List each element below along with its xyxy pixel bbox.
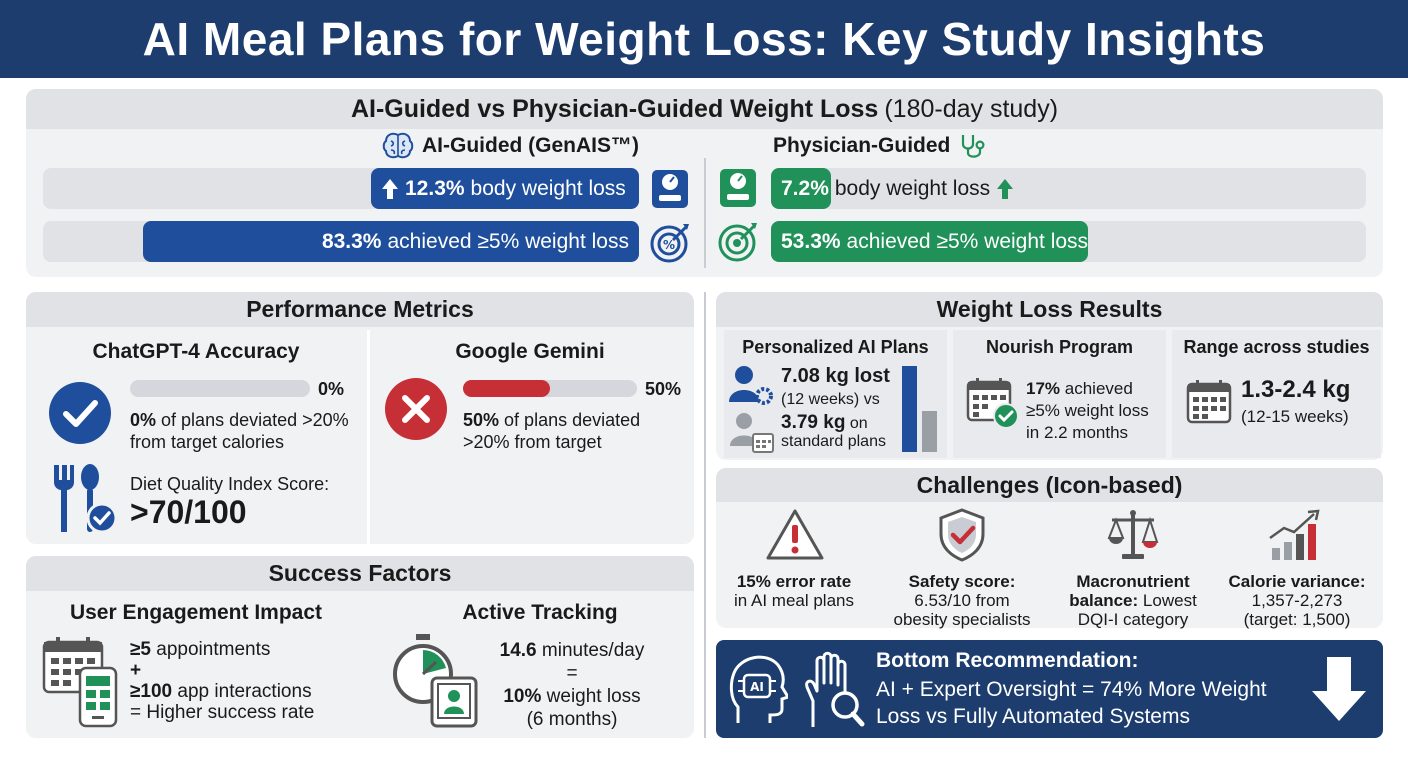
personalized-value: 7.08 kg lost — [781, 365, 890, 387]
challenge-error-rate: 15% error rate in AI meal plans — [733, 572, 854, 610]
calendar-check-icon — [966, 376, 1020, 430]
recommendation-text: AI + Expert Oversight = 74% More Weight … — [876, 678, 1267, 728]
balance-scale-icon — [1106, 508, 1160, 562]
calendar-phone-icon — [42, 634, 120, 728]
svg-text:%: % — [663, 238, 675, 252]
gemini-title: Google Gemini — [455, 340, 605, 363]
comparison-divider — [704, 158, 706, 268]
physician-weight-label: 7.2% body weight loss — [781, 168, 1014, 209]
physician-achieved-bar: 53.3% achieved ≥5% weight loss — [771, 221, 1089, 262]
arrow-down-icon — [1310, 655, 1368, 723]
performance-panel: Performance Metrics — [26, 292, 694, 544]
comparison-heading-bold: AI-Guided vs Physician-Guided Weight Los… — [350, 94, 879, 123]
target-icon-physician — [717, 219, 759, 263]
engagement-text: ≥5 appointments + ≥100 app interactions … — [130, 639, 315, 723]
x-mark-icon — [384, 377, 448, 441]
comparison-heading: AI-Guided vs Physician-Guided Weight Los… — [26, 89, 1383, 129]
personalized-title: Personalized AI Plans — [742, 337, 929, 357]
tracking-text: 14.6 minutes/day = 10% weight loss (6 mo… — [499, 640, 645, 730]
chatgpt-title: ChatGPT-4 Accuracy — [92, 340, 300, 363]
success-heading: Success Factors — [26, 556, 694, 591]
gemini-pct: 50% — [645, 379, 682, 399]
comparison-heading-light: (180-day study) — [884, 94, 1059, 123]
range-text: (12-15 weeks) — [1241, 407, 1349, 426]
physician-weight-track — [771, 168, 1366, 209]
scale-icon — [650, 167, 690, 211]
warning-icon — [765, 508, 825, 562]
page-title: AI Meal Plans for Weight Loss: Key Study… — [142, 13, 1266, 65]
stethoscope-icon — [962, 135, 985, 158]
nourish-text: 17% achieved ≥5% weight loss in 2.2 mont… — [1026, 379, 1149, 442]
trend-chart-icon — [1266, 508, 1324, 562]
center-divider — [704, 292, 706, 738]
recommendation-banner — [716, 640, 1383, 738]
chatgpt-deviation-text: 0% of plans deviated >20% from target ca… — [130, 410, 349, 452]
ai-achieved-bar: 83.3% achieved ≥5% weight loss — [142, 221, 639, 262]
svg-text:AI: AI — [750, 680, 764, 694]
ai-head-icon: AI — [728, 649, 788, 729]
fork-spoon-check-icon — [48, 462, 120, 536]
physician-guided-label: Physician-Guided — [773, 132, 988, 160]
challenge-macronutrient: Macronutrient balance: Lowest DQI-I cate… — [1069, 572, 1197, 629]
physician-weight-loss-bar — [771, 168, 831, 209]
performance-heading: Performance Metrics — [26, 292, 694, 327]
dqi-label: Diet Quality Index Score: — [130, 474, 330, 494]
users-gear-icon — [727, 364, 775, 454]
range-value: 1.3-2.4 kg — [1241, 376, 1351, 403]
success-panel: Success Factors — [26, 556, 694, 738]
arrow-up-icon — [997, 178, 1014, 199]
kg-comparison-chart — [900, 366, 940, 452]
standard-kg-bar — [922, 410, 937, 452]
dqi-value: >70/100 — [130, 494, 247, 530]
challenges-panel: Challenges (Icon-based) — [716, 468, 1383, 628]
results-heading: Weight Loss Results — [716, 292, 1383, 327]
arrow-up-icon — [382, 178, 398, 199]
recommendation-heading: Bottom Recommendation: — [876, 649, 1139, 672]
chatgpt-pct: 0% — [318, 379, 345, 399]
checkmark-icon — [48, 381, 112, 445]
engagement-title: User Engagement Impact — [69, 601, 323, 624]
ai-weight-loss-bar: 12.3% body weight loss — [371, 168, 639, 209]
tracking-title: Active Tracking — [462, 601, 618, 624]
gemini-deviation-text: 50% of plans deviated >20% from target — [463, 410, 641, 452]
gemini-deviation-fill — [463, 380, 550, 397]
challenge-calorie-variance: Calorie variance: 1,357-2,273 (target: 1… — [1228, 572, 1366, 629]
chatgpt-deviation-bar — [130, 380, 310, 397]
ai-guided-label: AI-Guided (GenAIS™) — [382, 132, 639, 160]
brain-icon — [382, 132, 414, 159]
calendar-icon — [1186, 378, 1232, 424]
challenges-heading: Challenges (Icon-based) — [716, 468, 1383, 502]
gemini-deviation-bar — [463, 380, 637, 397]
personalized-sub: (12 weeks) vs — [781, 391, 880, 408]
title-bar: AI Meal Plans for Weight Loss: Key Study… — [0, 0, 1408, 78]
shield-check-icon — [938, 508, 986, 562]
performance-divider — [367, 330, 370, 544]
range-title: Range across studies — [1183, 337, 1370, 357]
hand-magnifier-icon — [801, 651, 865, 729]
nourish-title: Nourish Program — [985, 337, 1134, 357]
standard-text: 3.79 kg on — [781, 412, 868, 433]
standard-sub2: standard plans — [781, 433, 886, 450]
stopwatch-tablet-icon — [392, 632, 482, 728]
scale-icon-physician — [718, 166, 758, 210]
personalized-kg-bar — [902, 366, 917, 452]
target-icon: % — [649, 220, 691, 264]
challenge-safety-score: Safety score: 6.53/10 from obesity speci… — [893, 572, 1031, 629]
